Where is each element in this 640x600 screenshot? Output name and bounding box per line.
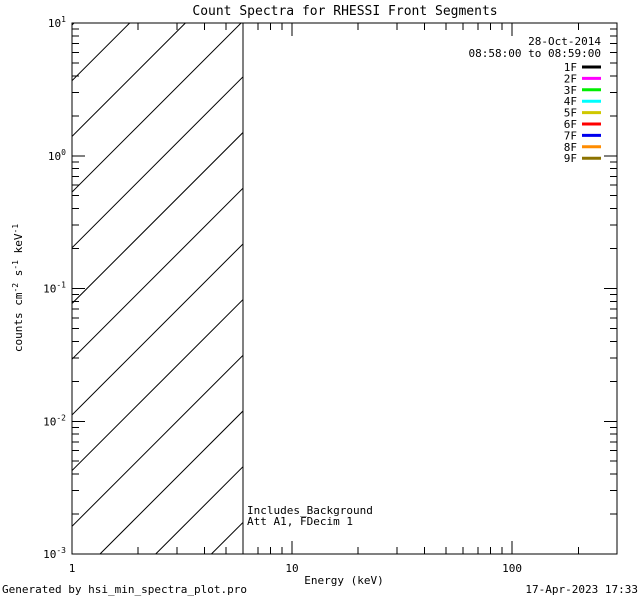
legend-label: 9F <box>564 152 577 165</box>
axis-tick-labels: 1 10 100 101 100 10-1 10-2 10-3 <box>43 15 522 575</box>
legend-time-range: 08:58:00 to 08:59:00 <box>469 47 601 60</box>
x-axis-label: Energy (keV) <box>304 574 383 587</box>
annotation-attenuator: Att A1, FDecim 1 <box>247 515 353 528</box>
hatch-line <box>72 354 244 528</box>
y-tick-label: 100 <box>48 148 66 163</box>
y-tick-label: 10-3 <box>43 546 66 561</box>
axis-ticks <box>71 22 617 555</box>
hatch-line <box>72 75 244 249</box>
footer-generated-by: Generated by hsi_min_spectra_plot.pro <box>2 583 247 596</box>
x-tick-label: 1 <box>69 562 76 575</box>
legend-label: 5F <box>564 107 577 120</box>
chart-title: Count Spectra for RHESSI Front Segments <box>192 4 497 19</box>
hatch-line <box>72 131 244 305</box>
hatch-line <box>72 187 244 360</box>
legend-label: 1F <box>564 61 577 74</box>
y-tick-label: 10-2 <box>43 413 66 428</box>
y-tick-label: 101 <box>48 15 66 30</box>
plot-border <box>71 22 618 555</box>
legend-label: 3F <box>564 84 577 97</box>
legend-label: 7F <box>564 129 577 142</box>
hatch-line <box>72 23 186 138</box>
hatch-line <box>72 23 242 193</box>
footer-timestamp: 17-Apr-2023 17:33 <box>525 583 638 596</box>
hatch-line <box>99 410 244 554</box>
x-tick-label: 100 <box>502 562 522 575</box>
y-tick-label: 10-1 <box>43 281 66 296</box>
legend-label: 2F <box>564 72 577 85</box>
legend-label: 6F <box>564 118 577 131</box>
hatch-line <box>72 242 244 416</box>
legend-label: 4F <box>564 95 577 108</box>
hatch-region <box>72 23 244 554</box>
hatch-line <box>72 298 244 472</box>
x-tick-label: 10 <box>285 562 298 575</box>
legend-date: 28-Oct-2014 <box>528 35 601 48</box>
legend-label: 8F <box>564 141 577 154</box>
annotation-includes-background: Includes_Background <box>247 504 373 517</box>
y-axis-label: counts cm-2 s-1 keV-1 <box>11 224 25 352</box>
